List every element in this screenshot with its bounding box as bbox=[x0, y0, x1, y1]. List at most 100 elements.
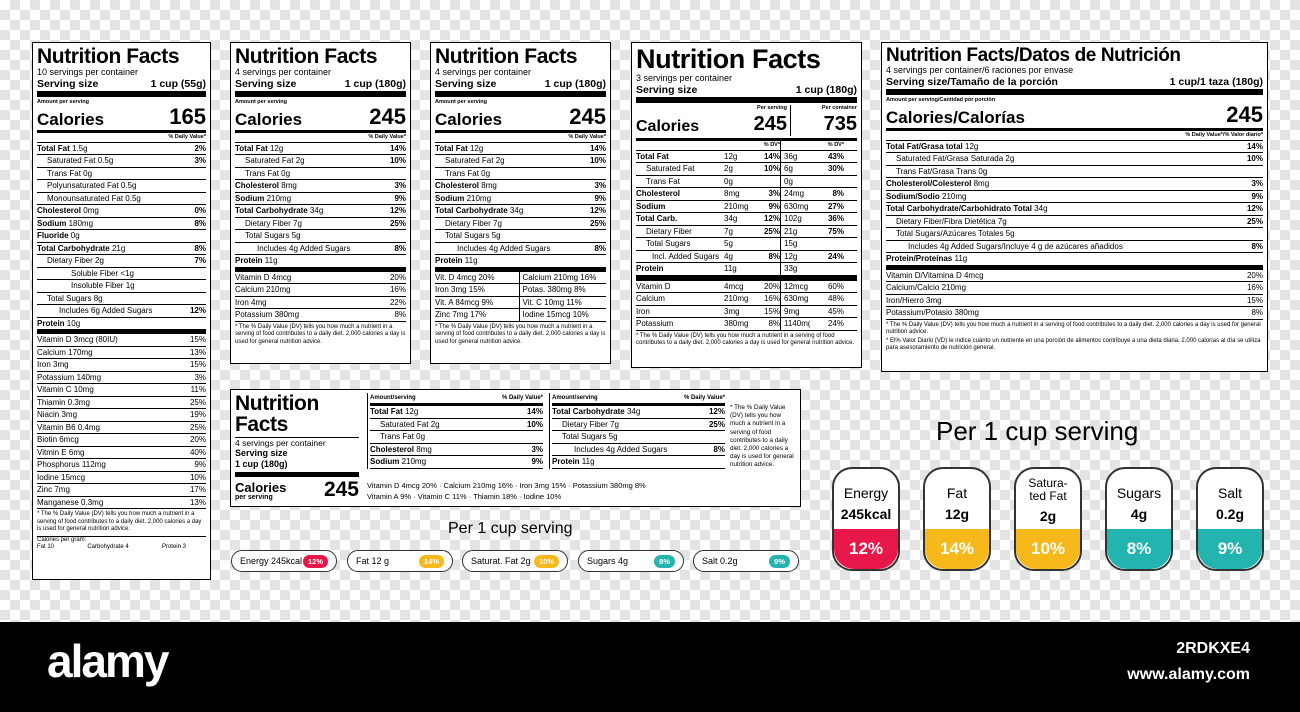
amount-container: 1140mg bbox=[780, 318, 810, 330]
label-title: Nutrition Facts bbox=[435, 45, 578, 68]
nutrient-name: Trans Fat 0g bbox=[445, 168, 490, 180]
nutrient-row: Dietary Fiber 7g 25% bbox=[235, 218, 406, 231]
chip-label: Sugars 4g bbox=[587, 556, 629, 566]
micronutrients-line-1: Vitamin D 4mcg 20% · Calcium 210mg 16% ·… bbox=[367, 481, 646, 490]
nutrient-name: Sodium/Sodio 210mg bbox=[886, 191, 966, 203]
dual-nutrient-row: Total Fat 12g 14% 36g 43% bbox=[636, 150, 857, 164]
dv-serving: 16% bbox=[763, 294, 780, 304]
dv-header: % Daily Value* bbox=[435, 133, 606, 143]
micronutrient-dv: 40% bbox=[189, 447, 206, 457]
micronutrient-pair-row: Zinc 7mg 17% Iodine 15mcg 10% bbox=[435, 309, 606, 322]
nutrient-row: Total Carbohydrate/Carbohidrato Total 34… bbox=[886, 203, 1263, 216]
nutrient-row: Trans Fat 0g bbox=[435, 168, 606, 181]
micronutrient-label: Vitamin D 3mcg (80IU) bbox=[37, 335, 118, 345]
micronutrient-row: Vitamin D 3mcg (80IU) 15% bbox=[37, 334, 206, 347]
micronutrient-right: Iodine 15mcg 10% bbox=[518, 309, 607, 321]
dv-header: % Daily Value* bbox=[235, 133, 406, 143]
serving-size-row: Serving size 1 cup (180g) bbox=[435, 78, 606, 98]
nutrient-dv: 14% bbox=[389, 143, 406, 153]
chip-percent: 9% bbox=[769, 554, 790, 568]
dv-container: 8% bbox=[832, 189, 844, 199]
nutrient-label: Sodium bbox=[636, 201, 666, 211]
nutrient-row: Sodium 180mg 8% bbox=[37, 218, 206, 231]
serving-size-value: 1 cup (180g) bbox=[795, 83, 857, 96]
nutrient-label: Cholesterol/Colesterol bbox=[886, 179, 972, 189]
nutrient-dv: 2% bbox=[194, 143, 206, 153]
serving-size-label: Serving size bbox=[235, 77, 297, 90]
nutrient-name: Cholesterol 8mg bbox=[235, 180, 297, 192]
dv-serving bbox=[754, 176, 780, 188]
dv-container bbox=[810, 263, 844, 275]
dv-serving: 9% bbox=[768, 201, 780, 211]
label-title: Nutrition Facts/Datos de Nutrición bbox=[886, 45, 1181, 66]
micronutrient-label: Phosphorus 112mg bbox=[37, 460, 106, 470]
nutrient-name: Dietary Fiber 7g bbox=[562, 419, 619, 431]
nutrient-amount: 180mg bbox=[68, 218, 94, 228]
micronutrient-row: Calcium/Calcio 210mg 16% bbox=[886, 282, 1263, 295]
nutrient-name: Cholesterol 8mg bbox=[370, 444, 432, 456]
nutrient-label: Trans Fat 0g bbox=[47, 168, 93, 178]
nutrient-amount: 12g bbox=[469, 143, 484, 153]
micronutrient-row: Vitamin D/Vitamina D 4mcg 20% bbox=[886, 270, 1263, 283]
micronutrient-label: Vitamin B6 0.4mg bbox=[37, 422, 100, 432]
amount-container: 630mg bbox=[780, 200, 810, 213]
micronutrient-label: Iodine 15mcg bbox=[37, 472, 86, 482]
nutrient-label: Total Carbohydrate bbox=[435, 206, 508, 216]
nutrient-label: Total Sugars 5g bbox=[245, 231, 301, 241]
amount-container: 21g bbox=[780, 225, 810, 238]
nutrient-name: Protein 11g bbox=[552, 456, 595, 468]
nutrient-amount: 8mg bbox=[481, 181, 497, 191]
brand-logo[interactable]: alamy bbox=[47, 635, 169, 687]
micronutrient-label: Zinc 7mg bbox=[37, 485, 70, 495]
stock-domain-link[interactable]: www.alamy.com bbox=[1127, 666, 1250, 683]
nutrient-label: Trans Fat 0g bbox=[380, 432, 426, 441]
micronutrient-dv: 13% bbox=[189, 347, 206, 357]
micronutrient-dv: 16% bbox=[389, 285, 406, 295]
nutrient-name: Sodium 210mg bbox=[235, 193, 291, 205]
nutrient-name: Cholesterol 8mg bbox=[435, 180, 497, 192]
nutrient-row: Monounsaturated Fat 0.5g bbox=[37, 193, 206, 206]
micronutrient-dv: 15% bbox=[189, 335, 206, 345]
nutrient-name: Sodium 180mg bbox=[37, 218, 93, 230]
nutrient-dv: 12% bbox=[1246, 204, 1263, 214]
per-serving-header: Per serving bbox=[757, 105, 787, 112]
nutrient-name: Sodium 210mg bbox=[435, 193, 491, 205]
dv-serving: 8% bbox=[768, 251, 780, 261]
servings-per-container: 4 servings per container bbox=[235, 438, 326, 448]
nutrient-row: Dietary Fiber/Fibra Dietética 7g 25% bbox=[886, 216, 1263, 229]
nutrient-row: Sodium 210mg 9% bbox=[370, 456, 543, 469]
nutrient-label: Saturated Fat 2g bbox=[245, 156, 305, 166]
micronutrient-label: Vitamin D bbox=[636, 281, 671, 291]
nutrient-row: Protein 11g bbox=[235, 255, 406, 272]
nutrient-dv: 7% bbox=[194, 256, 206, 266]
nutrient-label: Sodium bbox=[435, 193, 465, 203]
front-badge-4: Salt 0.2g 9% bbox=[1196, 467, 1264, 571]
front-badge-0: Energy 245kcal 12% bbox=[832, 467, 900, 571]
nutrient-name: Dietary Fiber 2g bbox=[47, 255, 104, 267]
chip-percent: 12% bbox=[302, 554, 328, 568]
nutrient-dv: 9% bbox=[394, 193, 406, 203]
micronutrient-row: Potassium 140mg 3% bbox=[37, 372, 206, 385]
nutrient-amount: 210mg bbox=[266, 193, 292, 203]
dual-nutrient-row: Incl. Added Sugars 4g 8% 12g 24% bbox=[636, 250, 857, 264]
nutrient-row: Includes 6g Added Sugars 12% bbox=[37, 305, 206, 318]
nutrient-name: Includes 4g Added Sugars bbox=[457, 243, 550, 255]
chip-label: Saturat. Fat 2g bbox=[471, 556, 531, 566]
nutrient-row: Dietary Fiber 2g 7% bbox=[37, 255, 206, 268]
micronutrient-row: Calcium 170mg 13% bbox=[37, 347, 206, 360]
badge-percent: 12% bbox=[834, 529, 898, 569]
micronutrient-label: Potassium/Potasio 380mg bbox=[886, 308, 979, 318]
dv-serving: 8% bbox=[768, 319, 780, 329]
nutrient-amount: 1.5g bbox=[71, 143, 88, 153]
nutrient-dv: 12% bbox=[189, 306, 206, 316]
nutrient-label: Includes 6g Added Sugars bbox=[59, 306, 153, 316]
calories-value: 245 bbox=[369, 103, 406, 129]
nutrient-dv: 10% bbox=[1246, 154, 1263, 164]
nutrient-label: Total Sugars 5g bbox=[445, 231, 501, 241]
micronutrient-row: Iodine 15mcg 10% bbox=[37, 472, 206, 485]
micronutrient-dv: 20% bbox=[1246, 270, 1263, 280]
nutrient-label: Fluoride bbox=[37, 231, 69, 241]
dv-container: 24% bbox=[827, 251, 844, 261]
column-header: Amount/serving % Daily Value* bbox=[370, 393, 543, 406]
amount-serving: 5g bbox=[724, 239, 733, 249]
